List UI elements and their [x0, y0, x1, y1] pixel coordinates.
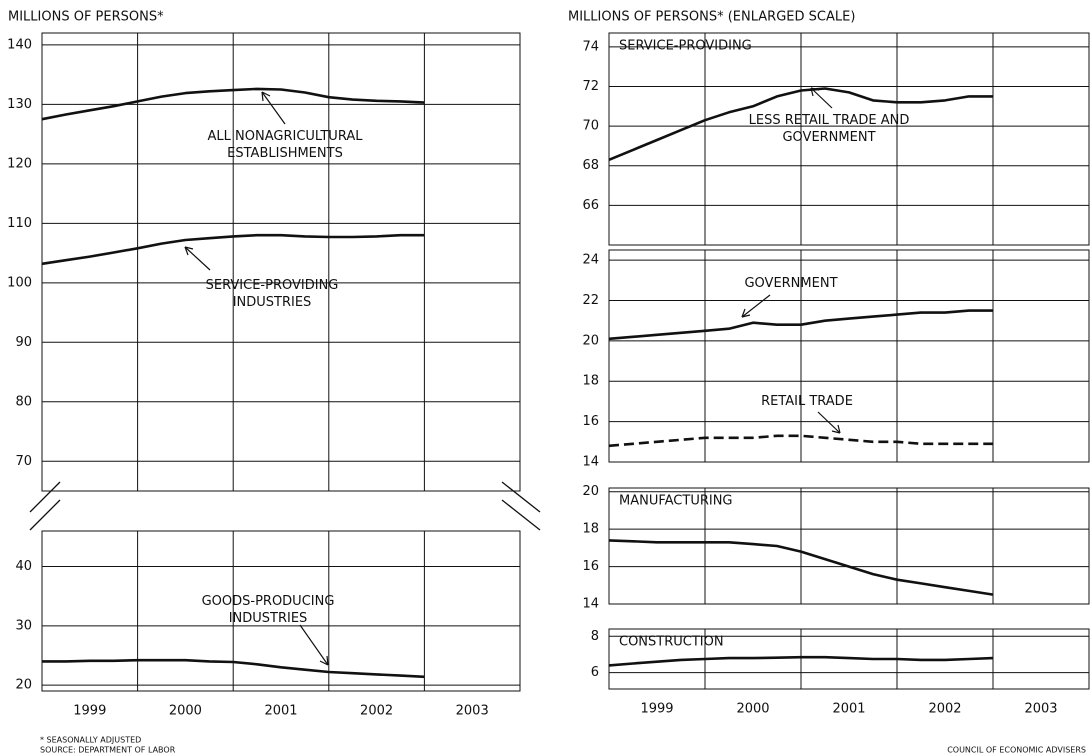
- y-tick-label: 14: [582, 597, 599, 612]
- series-line: [41, 87, 425, 121]
- x-tick-label: 1999: [73, 704, 106, 719]
- left-header: MILLIONS OF PERSONS*: [8, 10, 164, 25]
- y-tick-label: 90: [15, 335, 32, 350]
- y-tick-label: 130: [7, 97, 32, 112]
- panel-title: MANUFACTURING: [619, 494, 733, 509]
- series-line: [41, 233, 425, 266]
- series-line: [608, 309, 993, 341]
- right-header: MILLIONS OF PERSONS* (ENLARGED SCALE): [568, 10, 855, 25]
- y-tick-label: 14: [582, 455, 599, 470]
- y-tick-label: 22: [582, 293, 599, 308]
- axis-breaks: [29, 481, 541, 531]
- x-tick-label: 2001: [832, 702, 865, 717]
- x-tick-label: 2003: [456, 704, 489, 719]
- y-tick-label: 8: [591, 629, 599, 644]
- y-tick-label: 68: [582, 158, 599, 173]
- series-line: [608, 655, 994, 667]
- y-tick-label: 74: [582, 39, 599, 54]
- panel-title: CONSTRUCTION: [619, 635, 724, 650]
- series-label: GOODS-PRODUCING INDUSTRIES: [201, 594, 335, 626]
- y-tick-label: 30: [15, 618, 32, 633]
- y-tick-label: 40: [15, 559, 32, 574]
- plot-frame: [41, 530, 521, 692]
- series-line: [608, 434, 993, 448]
- annotation-arrows: [184, 87, 841, 666]
- plot-frame: [41, 32, 521, 492]
- x-tick-label: 2002: [928, 702, 961, 717]
- y-tick-label: 66: [582, 198, 599, 213]
- y-tick-label: 24: [582, 253, 599, 268]
- x-tick-label: 2001: [264, 704, 297, 719]
- y-tick-label: 70: [15, 454, 32, 469]
- series-label: ALL NONAGRICULTURAL ESTABLISHMENTS: [207, 129, 363, 161]
- x-tick-label: 2003: [1024, 702, 1057, 717]
- y-tick-label: 72: [582, 79, 599, 94]
- series-label: SERVICE-PROVIDING INDUSTRIES: [205, 278, 339, 310]
- y-tick-label: 20: [582, 484, 599, 499]
- y-tick-label: 18: [582, 522, 599, 537]
- y-tick-label: 120: [7, 156, 32, 171]
- series-label: RETAIL TRADE: [761, 394, 853, 409]
- y-tick-label: 140: [7, 37, 32, 52]
- x-tick-label: 1999: [640, 702, 673, 717]
- x-tick-label: 2002: [360, 704, 393, 719]
- y-tick-label: 6: [591, 665, 599, 680]
- plot-frame: [608, 628, 1090, 690]
- series-line: [608, 539, 994, 596]
- y-tick-label: 20: [582, 333, 599, 348]
- credit: COUNCIL OF ECONOMIC ADVISERS: [947, 746, 1086, 755]
- panel-title: SERVICE-PROVIDING: [619, 39, 752, 54]
- y-tick-label: 110: [7, 216, 32, 231]
- series-label: GOVERNMENT: [744, 276, 838, 291]
- y-tick-label: 16: [582, 559, 599, 574]
- y-tick-label: 18: [582, 374, 599, 389]
- y-tick-label: 100: [7, 275, 32, 290]
- source: SOURCE: DEPARTMENT OF LABOR: [40, 746, 176, 755]
- y-tick-label: 70: [582, 119, 599, 134]
- series-line: [608, 87, 993, 162]
- series-label: LESS RETAIL TRADE AND GOVERNMENT: [748, 113, 910, 145]
- footnote: * SEASONALLY ADJUSTED: [40, 736, 141, 745]
- series-line: [42, 658, 425, 679]
- y-tick-label: 80: [15, 394, 32, 409]
- y-tick-label: 16: [582, 414, 599, 429]
- plot-frame: [608, 32, 1090, 246]
- y-tick-label: 20: [15, 678, 32, 693]
- x-tick-label: 2000: [169, 704, 202, 719]
- x-tick-label: 2000: [736, 702, 769, 717]
